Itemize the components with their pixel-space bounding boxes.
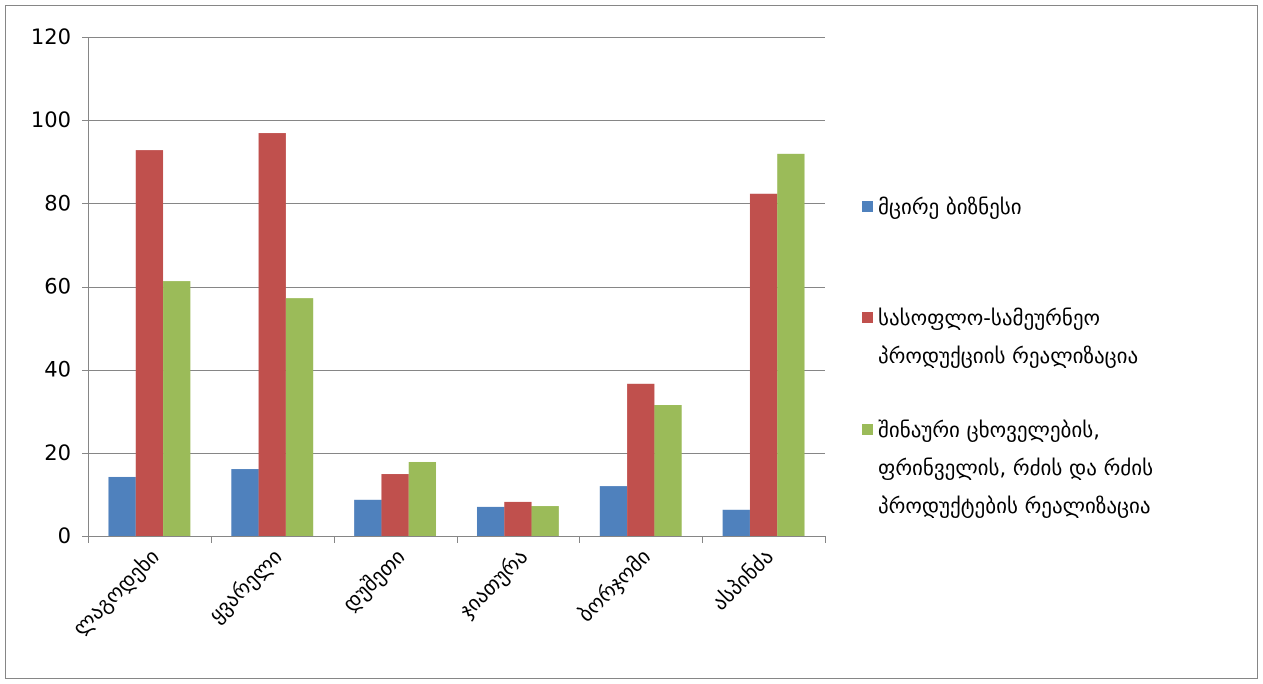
y-tick-label: 80 — [44, 191, 71, 215]
legend-swatch-blue — [862, 201, 873, 212]
bar — [654, 405, 682, 536]
bar — [777, 153, 805, 536]
bar — [163, 281, 191, 536]
bar — [504, 501, 532, 536]
legend-label: მცირე ბიზნესი — [878, 195, 1022, 219]
bar — [749, 193, 778, 536]
y-tick-label: 20 — [44, 441, 71, 465]
y-tick-labels: 0 20 40 60 80 100 120 — [31, 25, 71, 548]
legend-item-agricultural-products: სასოფლო-სამეურნეო პროდუქციის რეალიზაცია — [862, 299, 1223, 375]
bar — [231, 469, 259, 536]
axes — [82, 37, 826, 543]
bars — [108, 133, 805, 537]
bar — [258, 133, 286, 536]
legend-item-livestock-dairy: შინაური ცხოველების, ფრინველის, რძის და რ… — [862, 411, 1223, 525]
bar — [627, 383, 655, 536]
gridlines — [88, 37, 825, 454]
legend-label: შინაური ცხოველების, ფრინველის, რძის და რ… — [878, 418, 1154, 518]
bar — [285, 298, 314, 536]
chart-border — [5, 5, 1258, 679]
y-tick-label: 40 — [44, 358, 71, 382]
legend-item-small-business: მცირე ბიზნესი — [862, 188, 1223, 226]
y-tick-label: 60 — [44, 275, 71, 299]
bar — [135, 150, 164, 537]
legend-label: სასოფლო-სამეურნეო პროდუქციის რეალიზაცია — [878, 306, 1139, 368]
y-tick-label: 100 — [31, 108, 71, 132]
bar — [476, 506, 505, 536]
bar — [722, 509, 750, 536]
bar — [531, 506, 559, 536]
y-tick-label: 0 — [58, 524, 71, 548]
y-tick-label: 120 — [31, 25, 71, 49]
bar — [408, 461, 437, 536]
bar — [599, 486, 628, 536]
bar — [381, 474, 409, 536]
bar — [354, 499, 382, 536]
legend-swatch-red — [862, 312, 873, 323]
legend-swatch-green — [862, 424, 873, 435]
bar — [108, 476, 136, 536]
